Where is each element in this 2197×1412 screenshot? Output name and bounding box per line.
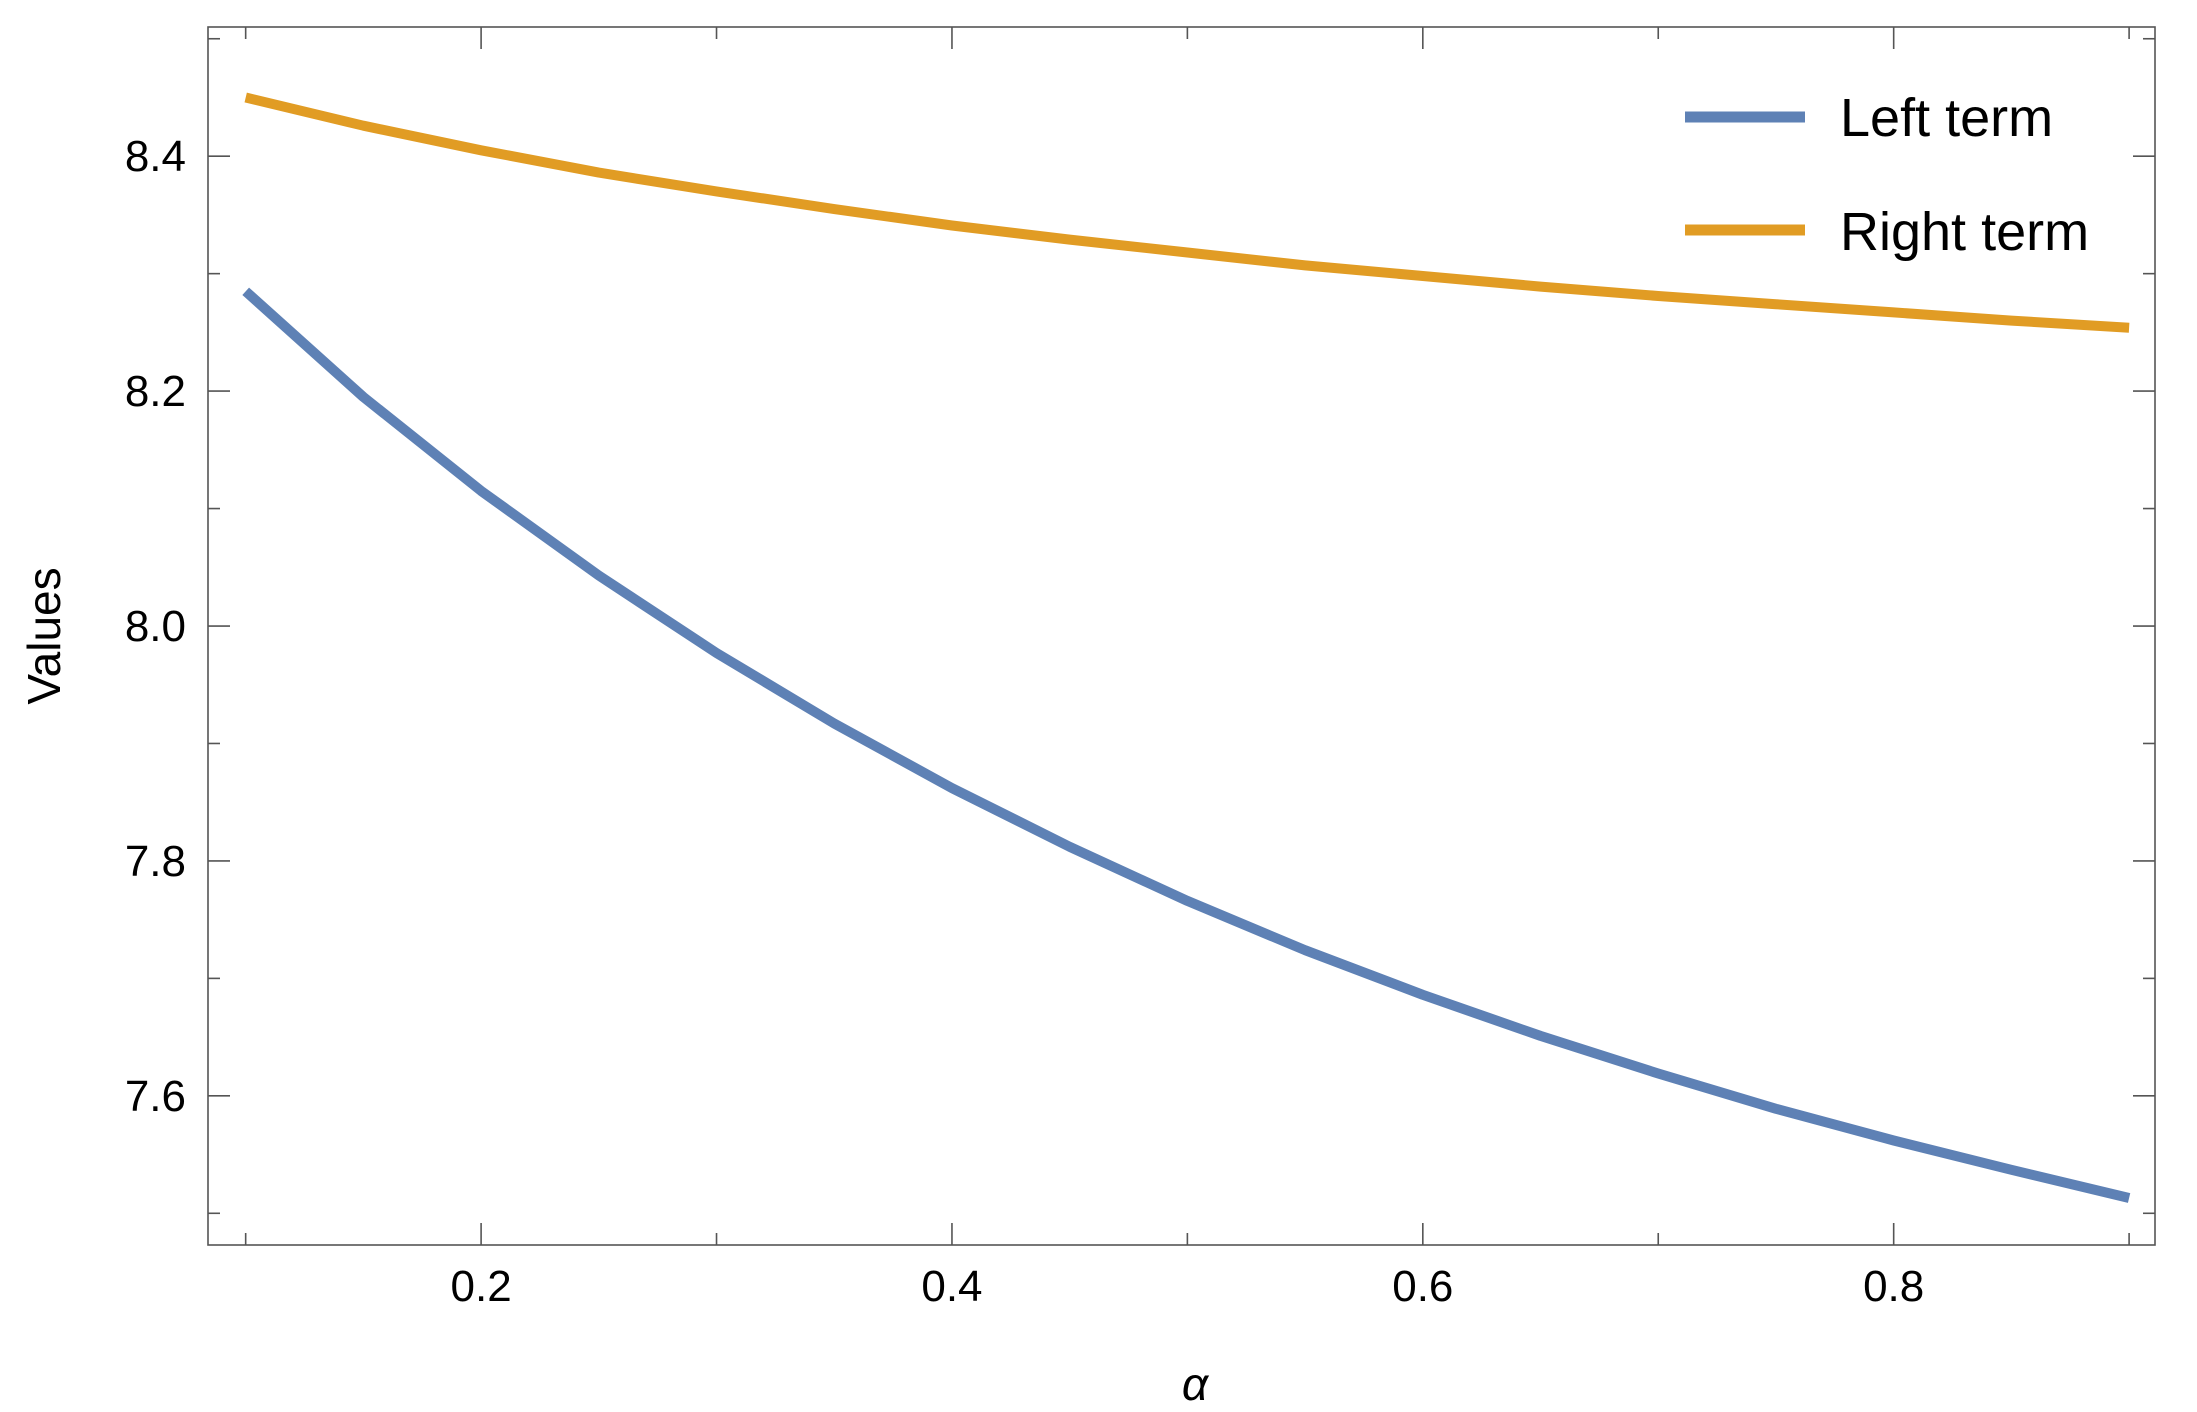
x-tick-label: 0.4 [921, 1262, 982, 1311]
y-tick-label: 7.8 [125, 837, 186, 886]
plot-frame [207, 26, 2156, 1246]
legend-label-left-term: Left term [1840, 88, 2053, 148]
x-tick-label: 0.6 [1392, 1262, 1453, 1311]
y-tick-label: 7.6 [125, 1072, 186, 1121]
legend: Left term Right term [1685, 88, 2089, 262]
y-tick-label: 8.0 [125, 602, 186, 651]
legend-label-right-term: Right term [1840, 202, 2089, 262]
x-tick-label: 0.2 [451, 1262, 512, 1311]
y-tick-label: 8.4 [125, 132, 186, 181]
series-line-right-term [244, 92, 2130, 333]
y-tick-label: 8.2 [125, 367, 186, 416]
series-line-left-term [242, 287, 2131, 1203]
tick-labels: 0.2 0.4 0.6 0.8 7.6 7.8 8.0 8.2 8.4 [125, 132, 1924, 1311]
series-lines [242, 92, 2131, 1203]
x-tick-label: 0.8 [1863, 1262, 1924, 1311]
y-axis-label: Values [18, 567, 70, 704]
ticks [208, 27, 2155, 1245]
x-axis-label: α [1182, 1358, 1210, 1410]
